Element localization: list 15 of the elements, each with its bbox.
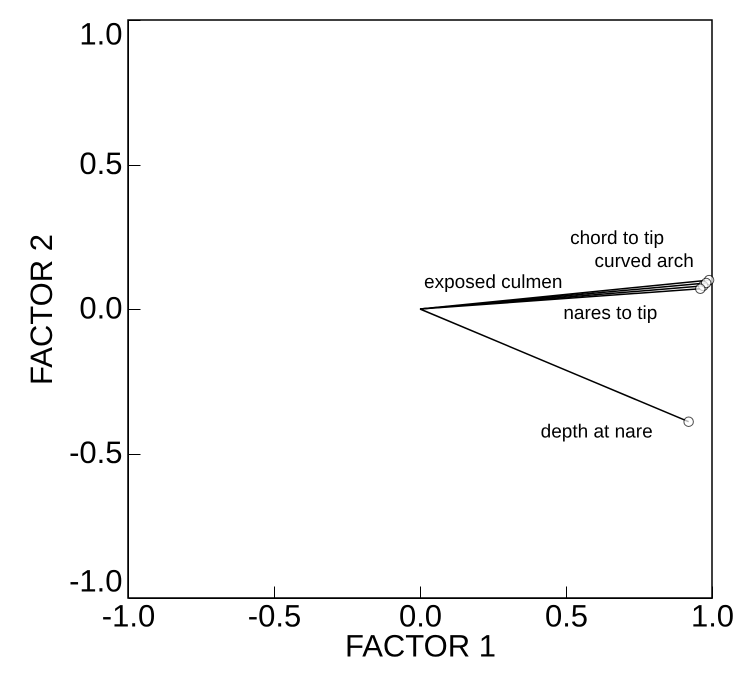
series-label: curved arch	[594, 250, 694, 272]
y-tick-label: 1.0	[79, 16, 122, 52]
y-tick-label: -0.5	[69, 435, 122, 470]
series-label: chord to tip	[570, 228, 664, 250]
y-tick-label: -1.0	[69, 564, 122, 598]
series-label: exposed culmen	[424, 272, 562, 293]
x-tick-label: -1.0	[102, 598, 156, 634]
x-tick-label: 0.5	[544, 598, 588, 634]
x-tick-label: -0.5	[248, 598, 302, 634]
y-tick-label: 0.0	[79, 290, 122, 326]
x-tick-label: 1.0	[690, 598, 734, 634]
y-axis-title: FACTOR 2	[24, 234, 60, 386]
series-label: depth at nare	[540, 422, 653, 443]
series-label: nares to tip	[563, 302, 658, 324]
y-tick-label: 0.5	[79, 146, 122, 181]
